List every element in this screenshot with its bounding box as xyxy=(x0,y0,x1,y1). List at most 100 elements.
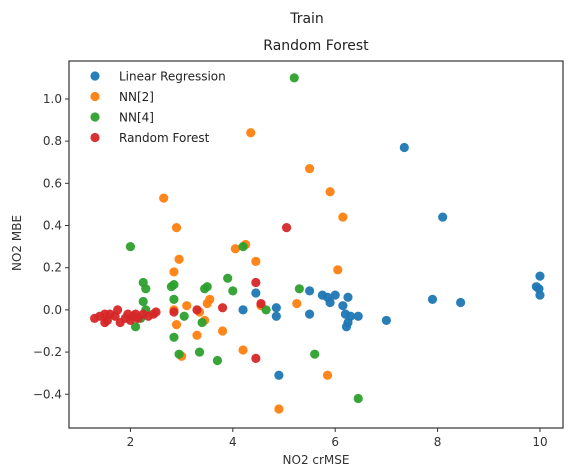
point-s0-8 xyxy=(305,286,315,296)
point-s1-2 xyxy=(325,187,335,197)
point-s2-19 xyxy=(261,305,271,315)
point-s3-20 xyxy=(100,317,110,328)
x-tick-label-4: 10 xyxy=(532,435,547,449)
point-s2-11 xyxy=(294,284,304,294)
point-s3-19 xyxy=(151,307,161,317)
point-s0-25 xyxy=(238,305,248,315)
point-s2-12 xyxy=(138,296,148,307)
point-s0-20 xyxy=(381,315,391,326)
point-s1-19 xyxy=(171,320,182,330)
point-s0-0 xyxy=(399,142,409,153)
legend-marker-1 xyxy=(90,91,100,102)
point-s2-20 xyxy=(169,332,179,342)
point-s2-4 xyxy=(141,284,151,294)
point-s1-16 xyxy=(182,301,192,311)
plot-frame xyxy=(68,60,564,429)
point-s1-22 xyxy=(238,345,248,355)
axis-ticks: 2 4 6 8 10 −0.4 −0.2 0.0 0.2 0.4 0.6 0.8 1.0 xyxy=(33,92,548,449)
point-s3-21 xyxy=(169,307,179,317)
point-s3-25 xyxy=(251,353,261,363)
legend-marker-0 xyxy=(90,71,100,81)
y-tick-label-2: 0.0 xyxy=(43,303,62,317)
y-tick-label-7: 1.0 xyxy=(43,92,62,106)
legend-marker-2 xyxy=(90,112,100,122)
point-s2-2 xyxy=(238,242,248,252)
point-s0-19 xyxy=(341,322,352,332)
point-s3-22 xyxy=(192,305,202,315)
point-s1-26 xyxy=(274,404,284,414)
point-s2-17 xyxy=(179,311,189,321)
y-axis-label: NO2 MBE xyxy=(10,215,24,271)
point-s2-18 xyxy=(197,317,207,328)
point-s2-1 xyxy=(125,242,136,252)
point-s2-22 xyxy=(194,347,205,357)
point-s1-11 xyxy=(333,265,343,275)
legend-label-1: NN[2] xyxy=(119,90,154,104)
y-tick-label-1: −0.2 xyxy=(33,345,62,359)
figure-suptitle: Train xyxy=(289,11,324,27)
point-s0-5 xyxy=(535,290,545,300)
x-axis-label: NO2 crMSE xyxy=(283,453,350,467)
point-s1-13 xyxy=(202,298,212,309)
legend-marker-3 xyxy=(90,132,100,143)
point-s0-1 xyxy=(438,212,448,222)
point-s2-21 xyxy=(174,349,184,359)
point-s1-1 xyxy=(305,163,315,174)
point-s1-25 xyxy=(322,370,333,380)
point-s2-10 xyxy=(228,286,238,296)
y-tick-label-6: 0.8 xyxy=(43,134,62,148)
point-s1-10 xyxy=(169,267,179,277)
point-s3-23 xyxy=(217,303,228,313)
point-s0-23 xyxy=(271,311,281,321)
x-tick-label-2: 6 xyxy=(331,435,339,449)
point-s1-7 xyxy=(230,244,240,254)
point-s0-14 xyxy=(343,292,353,302)
point-s0-24 xyxy=(251,288,261,298)
point-s1-5 xyxy=(171,223,182,233)
x-tick-label-1: 4 xyxy=(229,435,237,449)
x-tick-label-0: 2 xyxy=(127,435,135,449)
point-s2-25 xyxy=(353,393,363,404)
point-s3-8 xyxy=(113,305,123,315)
point-s0-2 xyxy=(535,271,545,281)
point-s1-4 xyxy=(159,193,169,203)
point-s0-12 xyxy=(325,297,335,308)
point-s0-11 xyxy=(330,290,340,300)
point-s1-14 xyxy=(292,298,302,309)
point-s1-8 xyxy=(174,254,184,264)
point-s1-20 xyxy=(217,326,228,336)
point-s0-26 xyxy=(274,370,284,380)
point-s0-21 xyxy=(305,309,315,319)
point-s0-6 xyxy=(427,294,438,304)
legend: Linear Regression NN[2] NN[4] Random Forest xyxy=(90,70,226,145)
y-tick-label-5: 0.6 xyxy=(43,176,62,190)
point-s2-6 xyxy=(166,282,176,292)
legend-label-2: NN[4] xyxy=(119,111,154,125)
point-s2-0 xyxy=(289,73,299,83)
point-s3-1 xyxy=(251,277,261,288)
y-tick-label-4: 0.4 xyxy=(43,219,62,233)
chart-title: Random Forest xyxy=(263,38,369,54)
data-points xyxy=(89,73,545,414)
legend-label-3: Random Forest xyxy=(119,131,210,145)
x-tick-label-3: 8 xyxy=(434,435,442,449)
y-tick-label-3: 0.2 xyxy=(43,261,62,275)
point-s0-7 xyxy=(456,297,466,308)
y-tick-label-0: −0.4 xyxy=(33,387,62,401)
point-s3-0 xyxy=(281,223,292,233)
point-s2-24 xyxy=(310,349,320,359)
point-s1-9 xyxy=(251,256,261,266)
point-s1-3 xyxy=(338,212,348,222)
point-s2-16 xyxy=(130,322,141,332)
point-s1-0 xyxy=(246,128,256,138)
point-s0-22 xyxy=(271,303,281,313)
legend-label-0: Linear Regression xyxy=(119,70,226,84)
point-s0-17 xyxy=(353,311,363,321)
point-s2-13 xyxy=(169,294,179,304)
point-s1-21 xyxy=(192,330,202,340)
point-s2-8 xyxy=(200,284,210,294)
point-s0-13 xyxy=(338,301,348,311)
point-s2-9 xyxy=(223,273,233,283)
point-s2-23 xyxy=(212,355,223,366)
